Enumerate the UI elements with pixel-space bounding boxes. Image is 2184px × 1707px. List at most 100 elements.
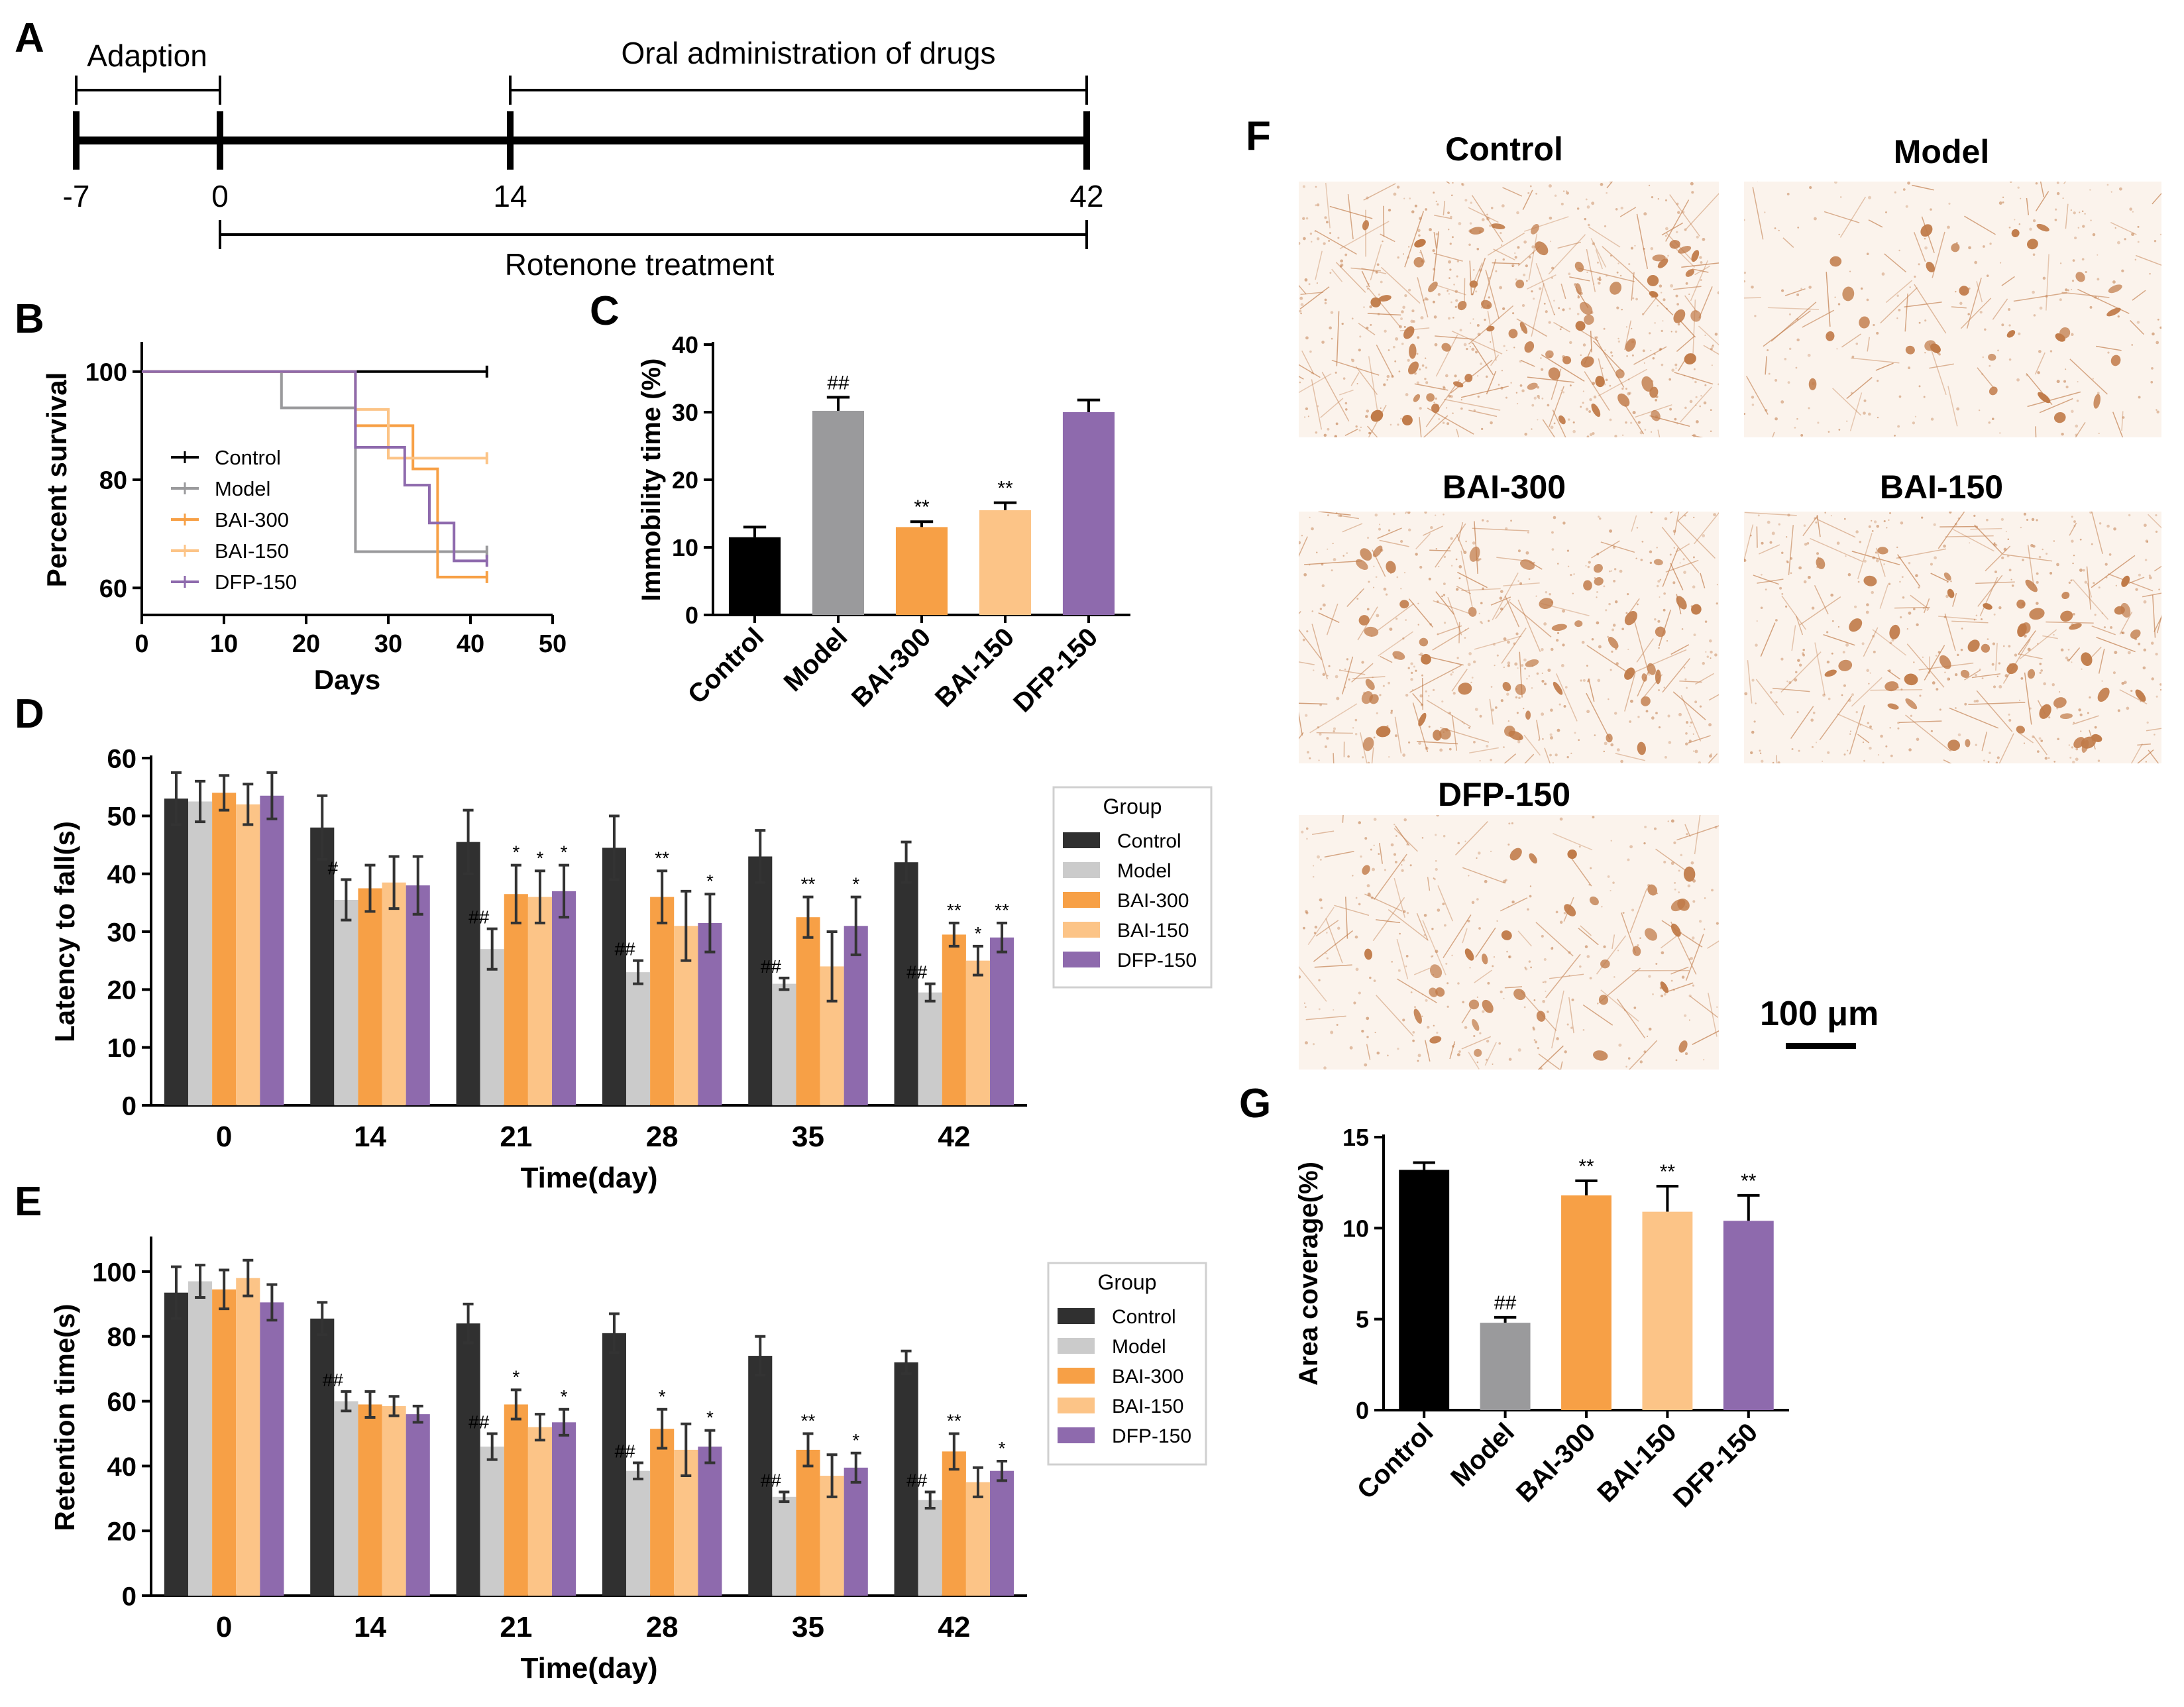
stained-neuron <box>1418 712 1427 727</box>
stain-dot <box>1609 418 1612 421</box>
stain-dot <box>1692 750 1695 752</box>
stain-dot <box>1639 431 1643 435</box>
stain-dot <box>1338 669 1341 671</box>
stain-dot <box>1424 378 1427 380</box>
stain-dot <box>1585 565 1587 567</box>
stain-dot <box>1610 254 1612 257</box>
nerve-fiber <box>1824 211 1860 223</box>
stained-neuron <box>1469 227 1484 235</box>
nerve-fiber <box>1799 596 1841 626</box>
stain-dot <box>1425 357 1427 359</box>
stain-dot <box>2008 569 2012 572</box>
stain-dot <box>2008 718 2012 722</box>
nerve-fiber <box>1427 877 1431 891</box>
nerve-fiber <box>2098 648 2105 674</box>
stain-dot <box>2159 326 2161 329</box>
stained-neuron <box>1826 331 1835 341</box>
stain-dot <box>1794 427 1796 429</box>
stain-dot <box>1694 700 1698 704</box>
stain-dot <box>1541 648 1544 651</box>
stain-dot <box>1663 687 1665 688</box>
stain-dot <box>1620 206 1623 210</box>
stain-dot <box>1395 835 1397 837</box>
stained-neuron <box>1859 316 1870 329</box>
stain-dot <box>1319 608 1323 610</box>
stain-dot <box>1452 671 1454 673</box>
nerve-fiber <box>1331 268 1343 282</box>
stain-dot <box>1683 667 1686 669</box>
stain-dot <box>2156 410 2159 413</box>
stain-dot <box>1495 706 1498 709</box>
nerve-fiber <box>1502 187 1523 197</box>
stain-dot <box>1617 262 1619 264</box>
stain-dot <box>1463 343 1467 347</box>
stain-dot <box>1663 592 1666 595</box>
legend-label: DFP-150 <box>1112 1425 1191 1447</box>
nerve-fiber <box>1684 295 1698 313</box>
nerve-fiber <box>1542 419 1556 437</box>
stain-dot <box>1991 417 1994 420</box>
stain-dot <box>1995 761 1998 763</box>
stain-dot <box>1621 628 1625 631</box>
stain-dot <box>1355 897 1358 899</box>
stain-dot <box>2155 530 2158 533</box>
stain-dot <box>1704 334 1706 337</box>
stain-dot <box>1594 577 1596 579</box>
stained-neuron <box>1358 615 1370 626</box>
stain-dot <box>1443 594 1446 596</box>
stain-dot <box>1570 752 1572 755</box>
stain-dot <box>1908 562 1911 565</box>
stain-dot <box>1613 568 1617 571</box>
nerve-fiber <box>1836 713 1873 730</box>
stain-dot <box>1568 975 1570 977</box>
nerve-fiber <box>1707 940 1719 949</box>
bar-model <box>812 410 865 615</box>
legend-label: DFP-150 <box>1117 950 1197 971</box>
stain-dot <box>1845 643 1849 647</box>
stain-dot <box>1299 541 1301 545</box>
stain-dot <box>1656 584 1659 588</box>
stain-dot <box>1650 349 1652 352</box>
stained-neuron <box>1965 739 1971 747</box>
stain-dot <box>1562 609 1566 613</box>
stain-dot <box>1503 345 1505 347</box>
stain-dot <box>2158 588 2160 590</box>
stain-dot <box>1537 1046 1540 1050</box>
stain-dot <box>1831 620 1834 622</box>
stain-dot <box>1669 408 1672 411</box>
stain-dot <box>1608 698 1610 700</box>
stain-dot <box>1627 648 1629 651</box>
nerve-fiber <box>2001 276 2015 286</box>
stain-dot <box>1490 421 1493 425</box>
nerve-fiber <box>1433 232 1437 249</box>
stain-dot <box>1672 529 1676 533</box>
nerve-fiber <box>1595 249 1604 270</box>
stained-neuron <box>1491 223 1505 229</box>
nerve-fiber <box>1315 250 1323 280</box>
nerve-fiber <box>1676 825 1719 841</box>
nerve-fiber <box>1551 990 1564 1049</box>
stain-dot <box>1449 243 1452 245</box>
stain-dot <box>1674 330 1678 333</box>
stained-neuron <box>1545 350 1554 358</box>
stain-dot <box>1806 542 1810 545</box>
stain-dot <box>1323 242 1326 245</box>
nerve-fiber <box>1523 734 1541 756</box>
stain-dot <box>1986 274 1989 277</box>
stain-dot <box>1936 688 1939 691</box>
stain-dot <box>1397 1048 1399 1050</box>
stain-dot <box>2079 538 2082 541</box>
stain-dot <box>1394 860 1397 863</box>
stain-dot <box>1744 219 1745 221</box>
nerve-fiber <box>1691 435 1704 437</box>
bar-model-day28 <box>626 1470 651 1596</box>
nerve-fiber <box>1615 753 1645 761</box>
nerve-fiber <box>2035 191 2049 212</box>
stain-dot <box>1667 820 1669 822</box>
bar-bai-150-day42 <box>965 1482 991 1596</box>
stain-dot <box>1542 999 1545 1003</box>
bar-model-day14 <box>334 899 358 1105</box>
stain-dot <box>1987 761 1990 763</box>
stain-dot <box>1425 999 1428 1002</box>
stain-dot <box>1609 384 1611 387</box>
